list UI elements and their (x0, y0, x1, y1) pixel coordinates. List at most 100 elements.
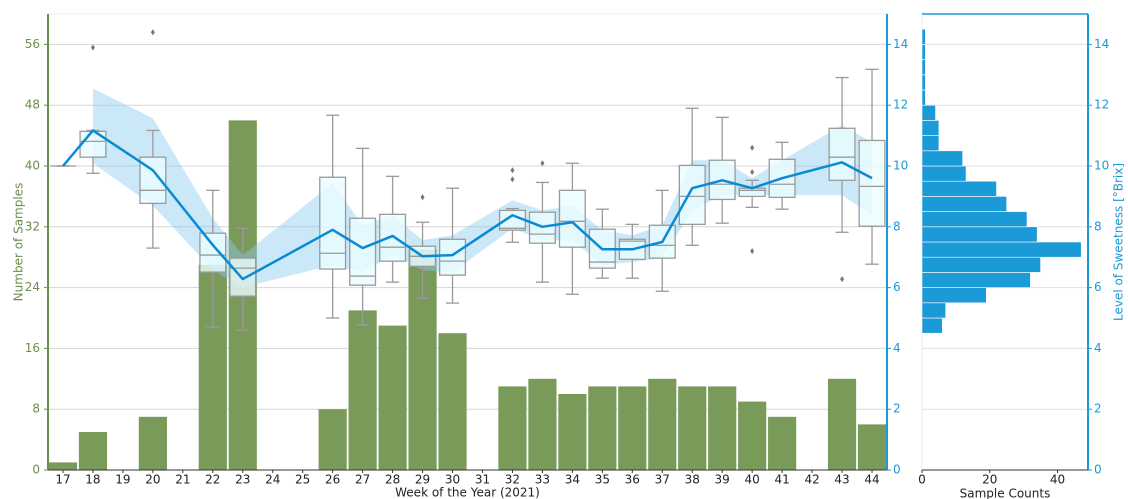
x-tick-label: 39 (715, 473, 730, 487)
mean-line (62, 129, 873, 281)
outlier (90, 44, 95, 51)
y2-tick-label: 2 (893, 402, 901, 416)
x-axis-label: Week of the Year (2021) (395, 486, 540, 499)
x-tick-label: 21 (175, 473, 190, 487)
x-tick-label: 22 (205, 473, 220, 487)
x-tick-label: 31 (475, 473, 490, 487)
bar (648, 378, 677, 470)
y-tick-label: 2 (1094, 402, 1102, 416)
bar (498, 386, 527, 470)
bar (618, 386, 647, 470)
outlier (510, 176, 515, 183)
bar (48, 462, 78, 470)
histogram-bar (921, 241, 1082, 258)
x-tick-label: 17 (55, 473, 70, 487)
x-axis-label: Sample Counts (960, 487, 1051, 499)
outlier (750, 169, 755, 176)
bar (318, 409, 347, 470)
y-tick-label: 48 (25, 98, 40, 112)
bar (138, 416, 167, 470)
x-tick-label: 25 (295, 473, 310, 487)
box (828, 127, 856, 181)
histogram-bar (921, 120, 940, 136)
x-tick-label: 43 (834, 473, 849, 487)
x-tick-label: 27 (355, 473, 370, 487)
bar (827, 378, 857, 470)
x-tick-label: 41 (774, 473, 789, 487)
histogram-bar (921, 165, 967, 182)
x-tick-label: 33 (535, 473, 550, 487)
histogram-bar (921, 135, 940, 152)
x-tick-label: 32 (505, 473, 520, 487)
x-tick-label: 34 (565, 473, 580, 487)
bar (708, 386, 737, 470)
y-tick-label: 14 (1094, 37, 1109, 51)
x-tick-label: 40 (745, 473, 760, 487)
histogram-bar (921, 59, 926, 76)
bar (857, 424, 887, 470)
histogram-bar (921, 28, 926, 45)
box (558, 189, 586, 248)
outlier (840, 276, 845, 283)
box (349, 217, 377, 286)
histogram-bar (921, 211, 1028, 228)
bar (528, 378, 557, 470)
box (438, 238, 467, 276)
x-tick-label: 38 (685, 473, 700, 487)
y-tick-label: 40 (25, 159, 40, 173)
histogram-bar (921, 44, 926, 60)
box (379, 213, 407, 262)
y-tick-label: 8 (32, 402, 40, 416)
y-tick-label: 32 (25, 219, 40, 233)
y2-tick-label: 4 (893, 341, 901, 355)
x-tick-label: 19 (115, 473, 130, 487)
bar (678, 386, 707, 470)
box (528, 211, 556, 244)
x-tick-label: 29 (415, 473, 430, 487)
confidence-band (92, 88, 873, 288)
histogram-bar (921, 272, 1031, 288)
outlier (540, 160, 545, 167)
y-tick-label: 24 (25, 280, 40, 294)
x-tick-label: 36 (625, 473, 640, 487)
y-tick-label: 10 (1094, 159, 1109, 173)
y2-tick-label: 12 (893, 98, 908, 112)
y2-tick-label: 6 (893, 280, 901, 294)
box (199, 232, 227, 273)
y-axis-label: Number of Samples (12, 183, 26, 302)
y2-tick-label: 14 (893, 37, 908, 51)
box (858, 139, 886, 227)
x-tick-label: 26 (325, 473, 340, 487)
x-tick-label: 28 (385, 473, 400, 487)
y-tick-label: 8 (1094, 219, 1102, 233)
histogram-bar (921, 256, 1041, 273)
x-tick-label: 44 (864, 473, 879, 487)
histogram-bar (921, 89, 926, 106)
bar (378, 325, 407, 470)
outlier (150, 29, 155, 36)
x-tick-label: 20 (982, 473, 997, 487)
x-tick-label: 0 (918, 473, 926, 487)
y-axis-label: Level of Sweetness [°Brix] (1112, 163, 1126, 321)
x-tick-label: 30 (445, 473, 460, 487)
y-tick-label: 0 (1094, 463, 1102, 477)
bar (768, 416, 797, 470)
bar (738, 401, 767, 470)
histogram-bar (921, 74, 926, 91)
y-tick-label: 6 (1094, 280, 1102, 294)
box (319, 176, 347, 270)
bar (558, 394, 587, 470)
histogram-bar (921, 196, 1007, 212)
histogram-bar (921, 317, 943, 334)
x-tick-label: 23 (235, 473, 250, 487)
x-tick-label: 40 (1050, 473, 1065, 487)
x-tick-label: 20 (145, 473, 160, 487)
histogram-bar (921, 226, 1038, 243)
x-tick-label: 42 (804, 473, 819, 487)
bar (438, 333, 467, 470)
y-tick-label: 16 (25, 341, 40, 355)
box (229, 257, 257, 297)
y2-tick-label: 0 (893, 463, 901, 477)
x-tick-label: 35 (595, 473, 610, 487)
